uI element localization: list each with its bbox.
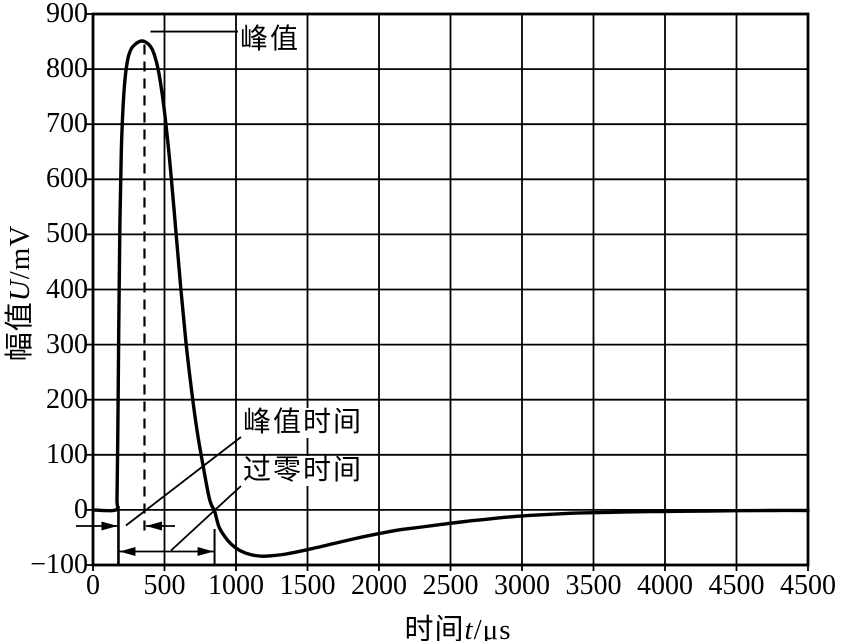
x-tick-label: 1500	[279, 570, 336, 601]
zero-cross-arrow-left-icon	[119, 547, 136, 556]
zero-cross-label: 过零时间	[242, 455, 365, 486]
peak-label: 峰值	[239, 24, 302, 55]
x-tick-label: 4500	[780, 570, 836, 601]
x-axis-title: 时间t/μs	[405, 606, 512, 641]
x-axis-unit: /μs	[473, 614, 512, 641]
x-tick-label: 4000	[637, 570, 693, 601]
peak-time-arrow-left-icon	[101, 521, 118, 531]
x-tick-label: 4500	[708, 570, 765, 601]
x-tick-label: 3500	[565, 570, 622, 601]
y-tick-label: 800	[46, 53, 88, 85]
y-tick-label: 700	[46, 108, 88, 140]
x-axis-title-text: 时间	[404, 614, 465, 641]
y-tick-label: 0	[74, 493, 88, 525]
zero-cross-arrow-right-icon	[197, 547, 214, 556]
x-tick-label: 3000	[494, 570, 550, 601]
x-tick-label: 2500	[422, 570, 479, 601]
peak-time-arrow-right-icon	[145, 521, 162, 531]
x-axis-variable-symbol: t	[464, 614, 474, 641]
y-tick-label: 600	[46, 163, 88, 195]
y-tick-label: 900	[46, 0, 88, 29]
y-tick-label: −100	[30, 549, 88, 580]
peak-time-label: 峰值时间	[242, 407, 365, 438]
peak-time-leader-line	[125, 436, 242, 527]
y-tick-label: 500	[46, 218, 88, 250]
y-tick-label: 400	[46, 273, 88, 305]
y-tick-label: 200	[46, 383, 88, 415]
x-tick-label: 0	[86, 570, 100, 601]
x-tick-label: 2000	[351, 570, 407, 601]
waveform-curve	[91, 39, 810, 558]
y-tick-label: 100	[46, 438, 88, 470]
x-tick-label: 500	[143, 570, 186, 601]
x-tick-label: 1000	[208, 570, 264, 601]
zero-cross-leader-line	[170, 485, 242, 552]
y-tick-label: 300	[46, 328, 88, 360]
plot-border	[91, 12, 810, 567]
